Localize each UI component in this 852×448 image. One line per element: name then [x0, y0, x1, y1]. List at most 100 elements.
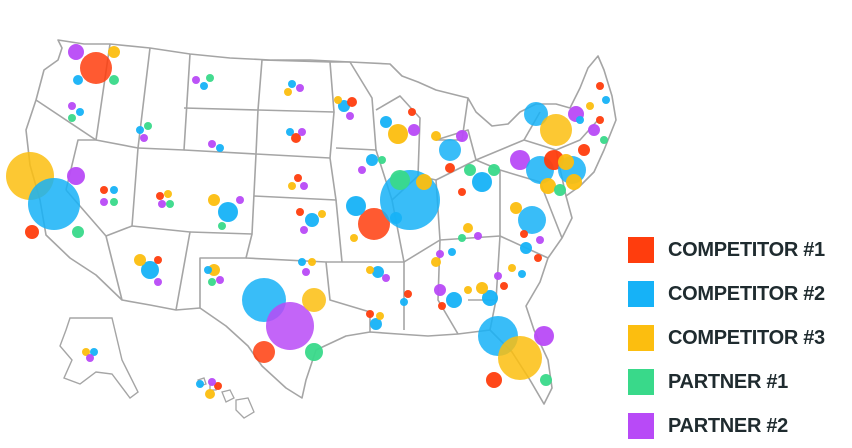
location-marker-p2	[296, 84, 304, 92]
legend: COMPETITOR #1 COMPETITOR #2 COMPETITOR #…	[628, 228, 848, 448]
location-marker-c1	[358, 208, 390, 240]
location-marker-c2	[472, 172, 492, 192]
location-marker-c2	[524, 102, 548, 126]
location-marker-c3	[366, 266, 374, 274]
competitor-2-swatch	[628, 281, 654, 307]
location-marker-c3	[586, 102, 594, 110]
location-marker-c3	[318, 210, 326, 218]
legend-label: COMPETITOR #1	[668, 238, 825, 261]
location-marker-c1	[520, 230, 528, 238]
location-marker-p1	[218, 222, 226, 230]
hawaii-shape	[197, 377, 255, 419]
location-marker-c2	[370, 318, 382, 330]
location-marker-p2	[208, 140, 216, 148]
location-marker-c2	[141, 261, 159, 279]
location-marker-c3	[540, 178, 556, 194]
location-marker-p2	[140, 134, 148, 142]
location-marker-c2	[482, 290, 498, 306]
location-marker-p2	[298, 128, 306, 136]
location-marker-c2	[218, 202, 238, 222]
legend-label: COMPETITOR #3	[668, 326, 825, 349]
location-marker-p2	[302, 268, 310, 276]
location-marker-c3	[308, 258, 316, 266]
location-marker-c2	[338, 100, 350, 112]
location-marker-c1	[347, 97, 357, 107]
partner-1-swatch	[628, 369, 654, 395]
location-marker-c2	[518, 270, 526, 278]
location-marker-c1	[500, 282, 508, 290]
location-marker-p1	[166, 200, 174, 208]
location-marker-c1	[596, 82, 604, 90]
location-marker-p1	[458, 234, 466, 242]
location-marker-p2	[436, 250, 444, 258]
us-map	[6, 39, 617, 419]
location-marker-c3	[431, 131, 441, 141]
location-marker-c2	[448, 248, 456, 256]
location-marker-c2	[400, 298, 408, 306]
location-marker-c2	[518, 206, 546, 234]
legend-item-partner-1: PARTNER #1	[628, 360, 848, 404]
location-marker-p1	[68, 114, 76, 122]
legend-label: PARTNER #2	[668, 414, 788, 437]
location-marker-p2	[86, 354, 94, 362]
location-marker-c3	[416, 174, 432, 190]
location-marker-p2	[68, 102, 76, 110]
location-marker-c3	[498, 336, 542, 380]
location-marker-c1	[100, 186, 108, 194]
location-marker-c2	[298, 258, 306, 266]
location-marker-c1	[253, 341, 275, 363]
location-marker-p2	[154, 278, 162, 286]
location-marker-c1	[486, 372, 502, 388]
location-marker-c1	[366, 310, 374, 318]
location-marker-p2	[67, 167, 85, 185]
location-marker-p2	[588, 124, 600, 136]
location-marker-p1	[110, 198, 118, 206]
legend-item-competitor-3: COMPETITOR #3	[628, 316, 848, 360]
location-marker-c3	[205, 389, 215, 399]
location-marker-c1	[291, 133, 301, 143]
partner-2-swatch	[628, 413, 654, 439]
location-marker-p1	[390, 170, 410, 190]
location-marker-c3	[388, 124, 408, 144]
location-marker-c1	[404, 290, 412, 298]
location-marker-c1	[578, 144, 590, 156]
location-marker-p2	[236, 196, 244, 204]
location-marker-c2	[446, 292, 462, 308]
location-marker-p2	[300, 226, 308, 234]
location-marker-p2	[300, 182, 308, 190]
location-marker-p1	[554, 184, 566, 196]
location-marker-c1	[156, 192, 164, 200]
location-marker-p1	[378, 156, 386, 164]
location-marker-c1	[445, 163, 455, 173]
location-marker-c3	[134, 254, 146, 266]
competitor-1-swatch	[628, 237, 654, 263]
location-marker-c2	[305, 213, 319, 227]
location-marker-p2	[100, 198, 108, 206]
location-marker-c2	[602, 96, 610, 104]
location-marker-c3	[208, 264, 220, 276]
location-marker-p1	[72, 226, 84, 238]
location-marker-c2	[28, 178, 80, 230]
location-marker-p1	[488, 164, 500, 176]
location-marker-c1	[214, 382, 222, 390]
location-marker-c2	[76, 108, 84, 116]
location-marker-c2	[520, 242, 532, 254]
location-marker-p2	[456, 130, 468, 142]
location-marker-c2	[576, 116, 584, 124]
location-marker-p2	[216, 276, 224, 284]
location-marker-c1	[154, 256, 162, 264]
location-marker-c3	[463, 223, 473, 233]
location-marker-c2	[380, 116, 392, 128]
location-marker-p2	[266, 302, 314, 350]
location-marker-p2	[68, 44, 84, 60]
legend-item-competitor-1: COMPETITOR #1	[628, 228, 848, 272]
location-marker-c3	[510, 202, 522, 214]
location-marker-c2	[346, 196, 366, 216]
location-marker-p1	[464, 164, 476, 176]
location-marker-c1	[80, 52, 112, 84]
location-marker-c3	[431, 257, 441, 267]
location-marker-c2	[196, 380, 204, 388]
location-marker-p2	[358, 166, 366, 174]
location-markers	[6, 44, 610, 399]
location-marker-p2	[346, 112, 354, 120]
